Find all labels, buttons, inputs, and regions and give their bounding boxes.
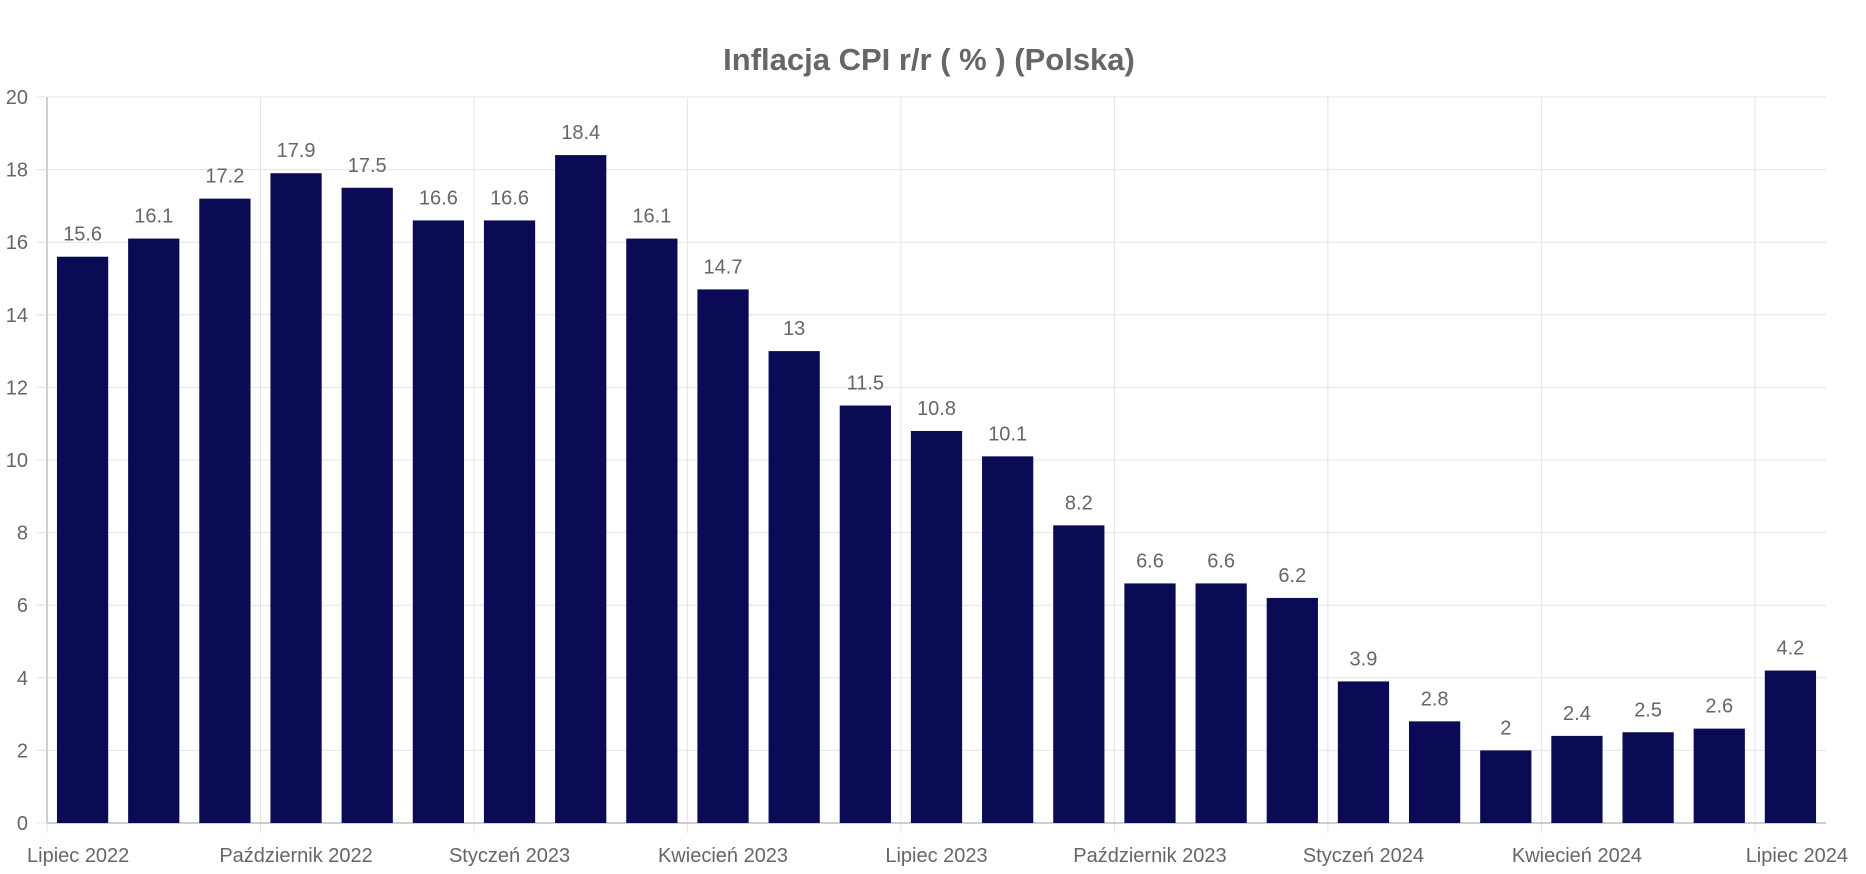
x-tick-label: Lipiec 2024 [1746, 845, 1848, 867]
data-label: 16.6 [490, 187, 529, 209]
y-axis-ticks: 0 2 4 6 8 10 12 14 16 18 20 [6, 87, 47, 835]
x-tick-label: Lipiec 2022 [27, 845, 129, 867]
bar [270, 173, 322, 824]
bar [128, 238, 180, 823]
bar [1124, 583, 1176, 823]
data-labels: 15.6 16.1 17.2 17.9 17.5 16.6 16.6 18.4 16.1 14.7… [63, 122, 1804, 739]
bar [1480, 750, 1532, 823]
bar [412, 220, 464, 824]
data-label: 13 [783, 318, 805, 340]
x-tick-label: Kwiecień 2023 [658, 845, 788, 867]
x-tick-label: Październik 2022 [219, 845, 372, 867]
data-label: 3.9 [1350, 648, 1378, 670]
y-tick-label: 6 [17, 595, 28, 617]
bar [1622, 732, 1674, 823]
bar [839, 405, 891, 823]
x-tick-label: Styczeń 2023 [449, 845, 570, 867]
bar [555, 155, 607, 823]
bars [56, 155, 1817, 824]
x-tick-label: Lipiec 2023 [885, 845, 987, 867]
x-tick-label: Kwiecień 2024 [1512, 845, 1642, 867]
y-tick-label: 16 [6, 232, 28, 254]
bar [483, 220, 536, 824]
data-label: 2.6 [1705, 696, 1733, 718]
bar [1337, 681, 1390, 823]
y-tick-label: 10 [6, 450, 28, 472]
bar [1053, 525, 1105, 823]
data-label: 16.1 [134, 206, 173, 228]
y-tick-label: 14 [6, 305, 28, 327]
data-label: 6.6 [1207, 550, 1235, 572]
bar [1693, 728, 1745, 823]
bar [626, 238, 678, 823]
y-tick-label: 18 [6, 160, 28, 182]
bar [1764, 670, 1817, 823]
bar [1195, 583, 1247, 823]
data-label: 11.5 [847, 373, 884, 395]
bar [1409, 721, 1461, 823]
data-label: 14.7 [704, 256, 743, 278]
y-tick-label: 20 [6, 87, 28, 109]
data-label: 2.8 [1421, 688, 1449, 710]
data-label: 18.4 [561, 122, 600, 144]
bar [697, 289, 749, 823]
x-tick-label: Październik 2023 [1073, 845, 1226, 867]
data-label: 16.1 [632, 206, 671, 228]
bar [199, 198, 251, 823]
bar [341, 187, 393, 823]
bar [910, 430, 963, 823]
y-tick-label: 8 [17, 523, 28, 545]
x-tick-label: Styczeń 2024 [1303, 845, 1424, 867]
data-label: 17.2 [205, 166, 244, 188]
data-label: 2.4 [1563, 703, 1591, 725]
y-tick-label: 2 [17, 740, 28, 762]
bar [1551, 735, 1603, 823]
data-label: 6.2 [1278, 565, 1306, 587]
y-tick-label: 12 [6, 377, 28, 399]
data-label: 4.2 [1777, 638, 1805, 660]
bar [56, 256, 109, 824]
data-label: 8.2 [1065, 492, 1093, 514]
data-label: 2.5 [1634, 699, 1662, 721]
data-label: 16.6 [419, 187, 458, 209]
x-axis-ticks: Lipiec 2022 Październik 2022 Styczeń 2023 K… [27, 845, 1848, 867]
data-label: 15.6 [63, 224, 102, 246]
bar [982, 456, 1034, 823]
bar [1266, 597, 1318, 823]
data-label: 10.8 [917, 398, 956, 420]
y-tick-label: 4 [17, 668, 28, 690]
data-label: 17.5 [348, 155, 387, 177]
data-label: 6.6 [1136, 550, 1164, 572]
bar [768, 351, 820, 823]
data-label: 2 [1500, 717, 1511, 739]
data-label: 17.9 [277, 140, 316, 162]
chart-title: Inflacja CPI r/r ( % ) (Polska) [723, 42, 1135, 77]
data-label: 10.1 [988, 423, 1027, 445]
y-tick-label: 0 [17, 813, 28, 835]
